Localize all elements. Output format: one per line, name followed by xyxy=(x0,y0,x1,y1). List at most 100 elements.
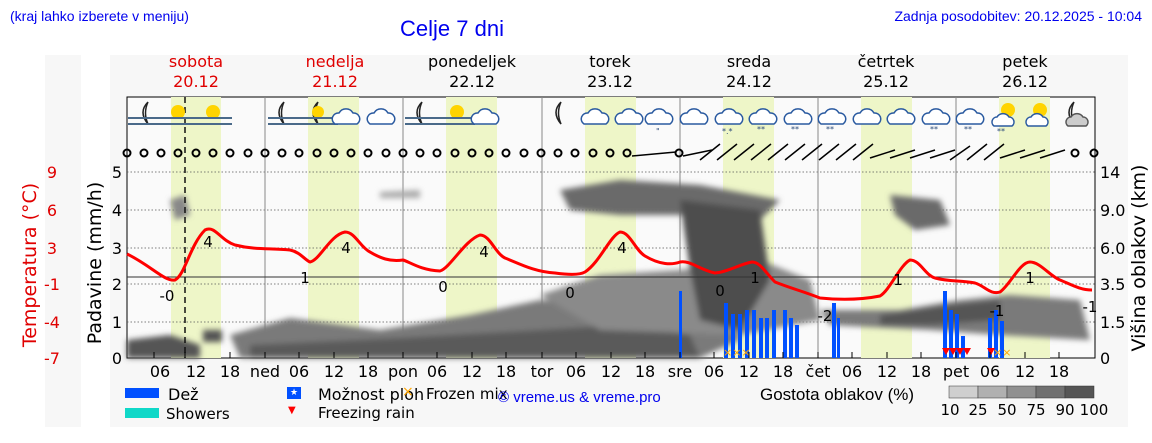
rain-bars xyxy=(679,291,1004,358)
snow-icon: " *.* ** ** ** ** ** ** xyxy=(656,125,1005,136)
last-updated: Zadnja posodobitev: 20.12.2025 - 10:04 xyxy=(894,8,1142,24)
svg-text:50: 50 xyxy=(997,401,1016,419)
svg-text:**: ** xyxy=(791,125,799,134)
svg-text:12: 12 xyxy=(877,362,897,381)
svg-text:-2: -2 xyxy=(818,307,833,325)
day-header-mon: ponedeljek 22.12 xyxy=(428,52,516,91)
temp-axis-title: Temperatura (°C) xyxy=(19,183,41,348)
svg-text:18: 18 xyxy=(496,362,516,381)
svg-text:18: 18 xyxy=(358,362,378,381)
svg-text:**: ** xyxy=(757,125,765,134)
svg-text:90: 90 xyxy=(1055,401,1074,419)
svg-text:0: 0 xyxy=(565,284,575,302)
svg-text:06: 06 xyxy=(704,362,724,381)
day-header-sat: sobota 20.12 xyxy=(168,52,224,91)
svg-text:sre: sre xyxy=(668,362,692,381)
svg-text:0: 0 xyxy=(112,349,122,368)
svg-text:1: 1 xyxy=(112,313,122,332)
svg-text:18: 18 xyxy=(773,362,793,381)
freezing-rain-icon: ▼ xyxy=(288,405,296,416)
legend-showers-swatch xyxy=(125,408,159,418)
svg-text:-1: -1 xyxy=(1083,298,1098,316)
cloud-density xyxy=(127,180,1090,358)
cloud-icon xyxy=(331,108,1089,127)
svg-text:06: 06 xyxy=(980,362,1000,381)
svg-text:12: 12 xyxy=(739,362,759,381)
svg-text:-1: -1 xyxy=(44,275,60,294)
svg-text:18: 18 xyxy=(1049,362,1069,381)
x-axis-labels: 06 12 18 ned 06 12 18 pon 06 12 18 tor 06 12 18 sre 06 12… xyxy=(150,362,1069,381)
svg-text:**: ** xyxy=(930,125,938,134)
svg-text:06: 06 xyxy=(566,362,586,381)
svg-text:": " xyxy=(656,127,660,136)
svg-text:-4: -4 xyxy=(44,313,60,332)
svg-text:12: 12 xyxy=(186,362,206,381)
wind-row xyxy=(122,143,1099,161)
svg-text:3: 3 xyxy=(112,239,122,258)
svg-text:×××: ××× xyxy=(723,346,751,359)
svg-text:**: ** xyxy=(997,127,1005,136)
svg-text:9: 9 xyxy=(47,163,57,182)
svg-text:18: 18 xyxy=(220,362,240,381)
svg-text:2: 2 xyxy=(112,275,122,294)
day-header-thu: četrtek 25.12 xyxy=(857,52,915,91)
svg-text:0: 0 xyxy=(1100,349,1110,368)
cloud-density-label: Gostota oblakov (%) xyxy=(760,385,915,404)
svg-text:12: 12 xyxy=(324,362,344,381)
svg-text:12: 12 xyxy=(1015,362,1035,381)
svg-text:4: 4 xyxy=(617,239,627,257)
svg-text:06: 06 xyxy=(842,362,862,381)
svg-text:4: 4 xyxy=(203,233,213,251)
svg-text:*.*: *.* xyxy=(722,127,733,136)
svg-text:100: 100 xyxy=(1080,401,1109,419)
svg-text:12: 12 xyxy=(462,362,482,381)
weather-icons-row: " *.* ** ** ** ** ** ** xyxy=(128,101,1089,136)
precip-axis-ticks: 5 4 3 2 1 0 xyxy=(112,163,122,368)
svg-text:18: 18 xyxy=(635,362,655,381)
star-icon: ★ xyxy=(287,387,301,399)
svg-text:75: 75 xyxy=(1026,401,1045,419)
svg-text:6: 6 xyxy=(47,201,57,220)
svg-text:06: 06 xyxy=(427,362,447,381)
svg-text:××: ×× xyxy=(993,346,1011,359)
fog-lines-icon xyxy=(128,117,475,125)
svg-text:pet: pet xyxy=(943,362,969,381)
svg-text:6.0: 6.0 xyxy=(1100,239,1125,258)
svg-text:0: 0 xyxy=(438,278,448,296)
freezing-rain-markers xyxy=(942,348,995,355)
legend-chance-showers-label: Možnost ploh xyxy=(318,385,425,404)
svg-text:06: 06 xyxy=(150,362,170,381)
legend-rain-label: Dež xyxy=(168,385,199,404)
svg-text:1.5: 1.5 xyxy=(1100,313,1125,332)
legend-frozen-mix-label: Frozen mix xyxy=(426,385,508,403)
svg-text:25: 25 xyxy=(968,401,987,419)
cloud-density-scale: 10 25 50 75 90 100 xyxy=(940,385,1109,419)
svg-text:1: 1 xyxy=(300,269,310,287)
svg-text:18: 18 xyxy=(911,362,931,381)
frozen-mix-icon: × xyxy=(402,384,414,400)
legend-freezing-rain-label: Freezing rain xyxy=(318,404,415,422)
day-header-wed: sreda 24.12 xyxy=(726,52,772,91)
svg-text:14: 14 xyxy=(1100,163,1120,182)
temp-axis-band xyxy=(45,55,81,427)
svg-text:4: 4 xyxy=(479,243,489,261)
svg-text:06: 06 xyxy=(289,362,309,381)
svg-text:-0: -0 xyxy=(160,287,175,305)
wind-barb-icon xyxy=(631,143,1066,161)
svg-text:4: 4 xyxy=(112,201,122,220)
svg-text:4: 4 xyxy=(341,239,351,257)
legend-rain-swatch xyxy=(125,388,159,398)
day-header-sun: nedelja 21.12 xyxy=(305,52,365,91)
svg-text:1: 1 xyxy=(750,269,760,287)
temp-axis-ticks: 9 6 3 -1 -4 -7 xyxy=(44,163,60,368)
svg-text:1: 1 xyxy=(893,271,903,289)
svg-text:čet: čet xyxy=(806,362,831,381)
cloud-height-axis-title: Višina oblakov (km) xyxy=(1128,165,1150,352)
credit-link[interactable]: © vreme.us & vreme.pro xyxy=(498,389,661,406)
daylight-bands xyxy=(171,97,1050,358)
region-hint[interactable]: (kraj lahko izberete v meniju) xyxy=(10,8,189,24)
svg-text:5: 5 xyxy=(112,163,122,182)
svg-text:3.5: 3.5 xyxy=(1100,275,1125,294)
svg-text:pon: pon xyxy=(388,362,418,381)
svg-text:12: 12 xyxy=(601,362,621,381)
